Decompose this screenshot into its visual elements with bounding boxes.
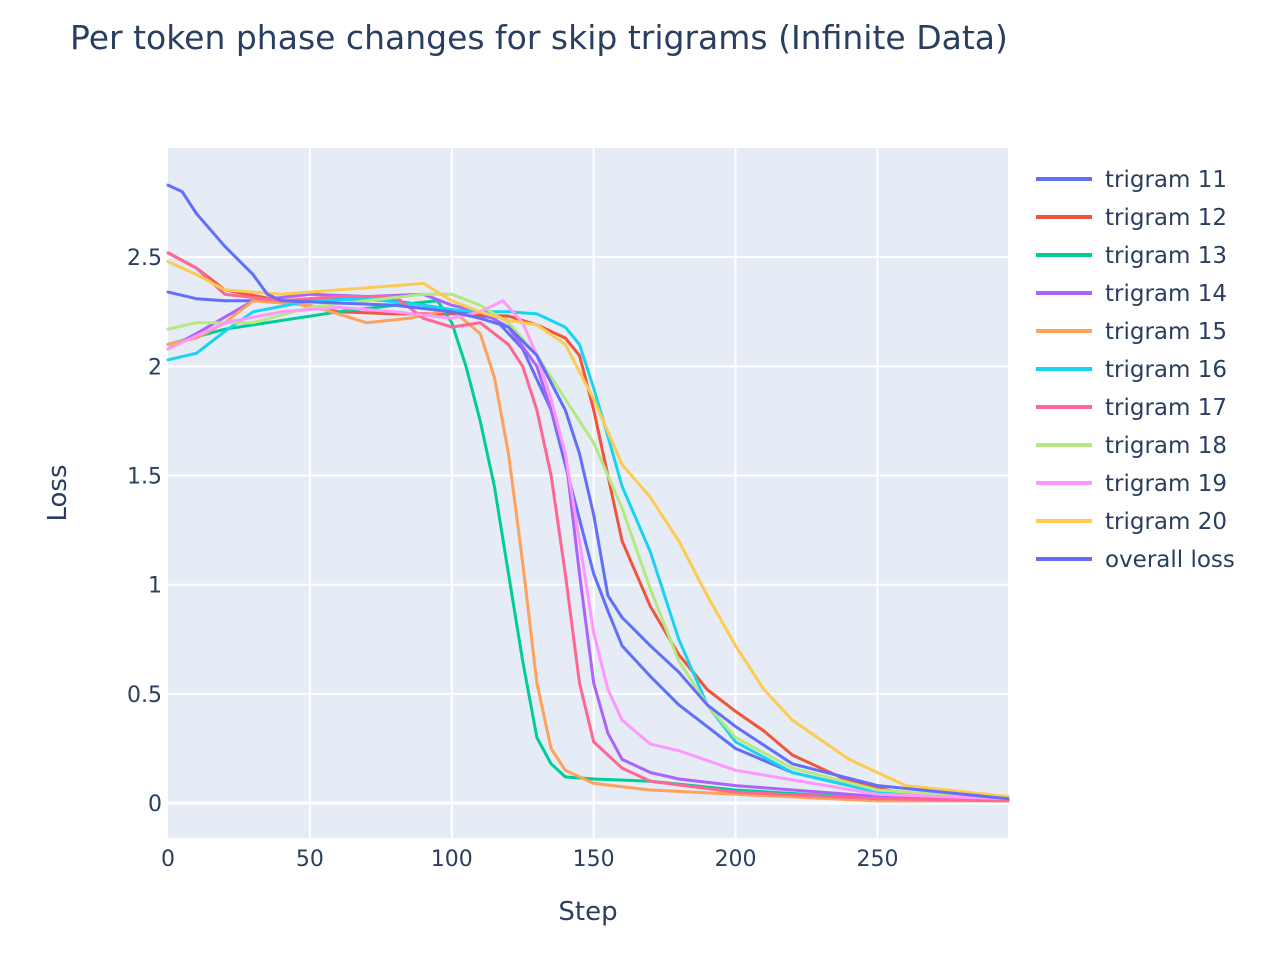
y-axis-title: Loss (43, 464, 73, 521)
x-tick-label: 250 (856, 847, 898, 872)
legend-label: trigram 11 (1105, 167, 1227, 193)
y-tick-label: 2 (148, 355, 162, 380)
y-tick-label: 1 (148, 574, 162, 599)
legend-item[interactable]: trigram 14 (1036, 281, 1227, 307)
series-lines (166, 183, 1010, 803)
x-axis-title: Step (558, 897, 617, 927)
series-line-trigram-13[interactable] (166, 299, 1010, 803)
legend-item[interactable]: trigram 17 (1036, 395, 1227, 421)
legend-label: trigram 15 (1105, 319, 1227, 345)
legend-item[interactable]: trigram 15 (1036, 319, 1227, 345)
legend-item[interactable]: trigram 12 (1036, 205, 1227, 231)
legend: trigram 11 trigram 12 trigram 13 trigram 14… (1036, 167, 1235, 573)
y-tick-label: 0.5 (127, 683, 162, 708)
legend-label: trigram 20 (1105, 509, 1227, 535)
chart-title: Per token phase changes for skip trigram… (70, 18, 1008, 57)
series-line-trigram-20[interactable] (166, 260, 1010, 798)
series-line-trigram-17[interactable] (166, 251, 1010, 803)
legend-label: trigram 12 (1105, 205, 1227, 231)
legend-item[interactable]: trigram 20 (1036, 509, 1227, 535)
y-tick-label: 2.5 (127, 246, 162, 271)
legend-item[interactable]: overall loss (1036, 547, 1235, 573)
legend-label: trigram 13 (1105, 243, 1227, 269)
x-tick-label: 100 (431, 847, 473, 872)
series-line-overall-loss[interactable] (166, 183, 1010, 801)
legend-item[interactable]: trigram 16 (1036, 357, 1227, 383)
legend-label: trigram 18 (1105, 433, 1227, 459)
legend-item[interactable]: trigram 13 (1036, 243, 1227, 269)
x-tick-label: 50 (296, 847, 324, 872)
legend-label: trigram 19 (1105, 471, 1227, 497)
y-tick-label: 1.5 (127, 465, 162, 490)
legend-item[interactable]: trigram 18 (1036, 433, 1227, 459)
series-line-trigram-14[interactable] (166, 292, 1010, 803)
series-line-trigram-19[interactable] (166, 299, 1010, 801)
legend-label: trigram 17 (1105, 395, 1227, 421)
legend-label: trigram 16 (1105, 357, 1227, 383)
legend-item[interactable]: trigram 11 (1036, 167, 1227, 193)
x-tick-label: 150 (573, 847, 615, 872)
legend-label: overall loss (1105, 547, 1235, 573)
legend-label: trigram 14 (1105, 281, 1227, 307)
x-tick-label: 0 (161, 847, 175, 872)
series-line-trigram-15[interactable] (166, 299, 1010, 803)
legend-item[interactable]: trigram 19 (1036, 471, 1227, 497)
y-tick-label: 0 (148, 792, 162, 817)
axis-ticks: 0 50 100 150 200 250 0 0.5 1 1.5 2 2.5 (127, 246, 898, 872)
grid-lines (168, 148, 1008, 838)
x-tick-label: 200 (715, 847, 757, 872)
